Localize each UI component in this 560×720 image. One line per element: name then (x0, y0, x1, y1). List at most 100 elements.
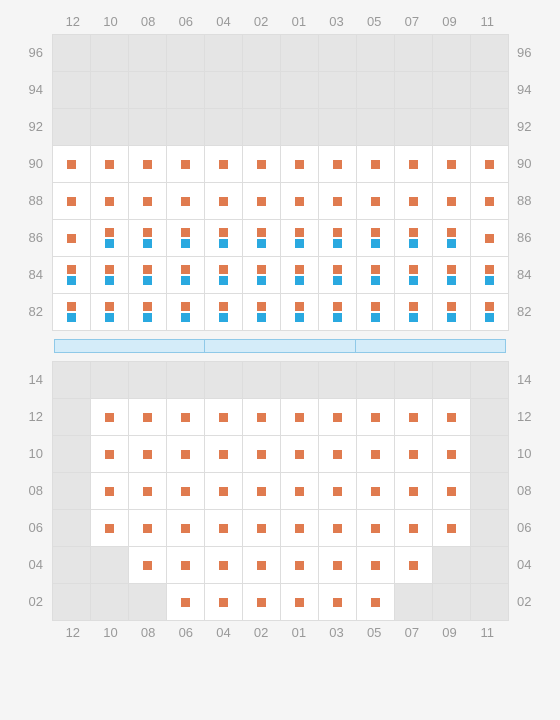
seat-cell[interactable] (281, 436, 319, 473)
seat-cell[interactable] (129, 399, 167, 436)
seat-cell[interactable] (281, 220, 319, 257)
seat-cell[interactable] (433, 399, 471, 436)
seat-cell[interactable] (395, 547, 433, 584)
seat-cell[interactable] (357, 510, 395, 547)
seat-cell[interactable] (243, 294, 281, 331)
seat-cell[interactable] (91, 399, 129, 436)
seat-cell[interactable] (129, 436, 167, 473)
seat-cell[interactable] (53, 294, 91, 331)
seat-cell[interactable] (53, 183, 91, 220)
seat-cell[interactable] (281, 399, 319, 436)
seat-cell[interactable] (433, 257, 471, 294)
seat-cell[interactable] (395, 257, 433, 294)
seat-cell[interactable] (53, 146, 91, 183)
seat-cell[interactable] (243, 473, 281, 510)
seat-cell[interactable] (243, 183, 281, 220)
seat-cell[interactable] (281, 510, 319, 547)
seat-cell[interactable] (129, 220, 167, 257)
seat-cell[interactable] (433, 146, 471, 183)
seat-cell[interactable] (357, 399, 395, 436)
seat-cell[interactable] (471, 294, 509, 331)
seat-cell[interactable] (243, 510, 281, 547)
seat-cell[interactable] (167, 436, 205, 473)
seat-cell[interactable] (319, 584, 357, 621)
seat-cell[interactable] (357, 436, 395, 473)
seat-cell[interactable] (53, 220, 91, 257)
seat-cell[interactable] (91, 294, 129, 331)
seat-cell[interactable] (129, 473, 167, 510)
seat-cell[interactable] (243, 146, 281, 183)
seat-cell[interactable] (319, 183, 357, 220)
seat-cell[interactable] (167, 510, 205, 547)
seat-cell[interactable] (91, 220, 129, 257)
seat-cell[interactable] (281, 183, 319, 220)
seat-cell[interactable] (395, 436, 433, 473)
seat-cell[interactable] (471, 220, 509, 257)
seat-cell[interactable] (167, 183, 205, 220)
seat-cell[interactable] (129, 183, 167, 220)
seat-cell[interactable] (357, 547, 395, 584)
seat-cell[interactable] (395, 510, 433, 547)
seat-cell[interactable] (319, 436, 357, 473)
seat-cell[interactable] (243, 220, 281, 257)
seat-cell[interactable] (357, 294, 395, 331)
seat-cell[interactable] (357, 584, 395, 621)
seat-cell[interactable] (91, 436, 129, 473)
seat-cell[interactable] (319, 294, 357, 331)
seat-cell[interactable] (281, 146, 319, 183)
seat-cell[interactable] (129, 547, 167, 584)
seat-cell[interactable] (395, 294, 433, 331)
seat-cell[interactable] (395, 146, 433, 183)
seat-cell[interactable] (395, 399, 433, 436)
seat-cell[interactable] (243, 584, 281, 621)
seat-cell[interactable] (167, 547, 205, 584)
seat-cell[interactable] (395, 473, 433, 510)
seat-cell[interactable] (129, 146, 167, 183)
seat-cell[interactable] (471, 183, 509, 220)
seat-cell[interactable] (357, 183, 395, 220)
seat-cell[interactable] (205, 294, 243, 331)
seat-cell[interactable] (471, 257, 509, 294)
seat-cell[interactable] (281, 473, 319, 510)
seat-cell[interactable] (91, 257, 129, 294)
seat-cell[interactable] (319, 220, 357, 257)
seat-cell[interactable] (319, 547, 357, 584)
seat-cell[interactable] (167, 399, 205, 436)
seat-cell[interactable] (167, 146, 205, 183)
seat-cell[interactable] (91, 183, 129, 220)
seat-cell[interactable] (281, 547, 319, 584)
seat-cell[interactable] (91, 146, 129, 183)
seat-cell[interactable] (243, 436, 281, 473)
seat-cell[interactable] (433, 294, 471, 331)
seat-cell[interactable] (357, 220, 395, 257)
seat-cell[interactable] (357, 473, 395, 510)
seat-cell[interactable] (205, 584, 243, 621)
seat-cell[interactable] (243, 547, 281, 584)
seat-cell[interactable] (319, 399, 357, 436)
seat-cell[interactable] (243, 257, 281, 294)
seat-cell[interactable] (167, 473, 205, 510)
seat-cell[interactable] (433, 436, 471, 473)
seat-cell[interactable] (205, 146, 243, 183)
seat-cell[interactable] (395, 220, 433, 257)
seat-cell[interactable] (433, 473, 471, 510)
seat-cell[interactable] (91, 510, 129, 547)
seat-cell[interactable] (471, 146, 509, 183)
seat-cell[interactable] (167, 220, 205, 257)
seat-cell[interactable] (281, 257, 319, 294)
seat-cell[interactable] (129, 294, 167, 331)
seat-cell[interactable] (433, 183, 471, 220)
seat-cell[interactable] (319, 473, 357, 510)
seat-cell[interactable] (167, 257, 205, 294)
seat-cell[interactable] (205, 547, 243, 584)
seat-cell[interactable] (205, 510, 243, 547)
seat-cell[interactable] (281, 294, 319, 331)
seat-cell[interactable] (205, 399, 243, 436)
seat-cell[interactable] (357, 146, 395, 183)
seat-cell[interactable] (205, 436, 243, 473)
seat-cell[interactable] (395, 183, 433, 220)
seat-cell[interactable] (167, 294, 205, 331)
seat-cell[interactable] (319, 257, 357, 294)
seat-cell[interactable] (319, 510, 357, 547)
seat-cell[interactable] (433, 220, 471, 257)
